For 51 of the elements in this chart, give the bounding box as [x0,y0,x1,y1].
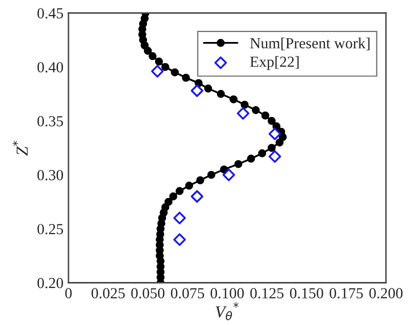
legend-label: Num[Present work] [250,38,370,50]
y-tick-label: 0.35 [37,116,64,126]
x-tick-label: 0.175 [330,288,363,298]
point [268,128,282,140]
x-tick-label: 0.075 [170,288,204,298]
x-tick-label: 0.200 [369,288,403,298]
x-axis-title: V$_{θ}$$^{*}$ [216,302,239,320]
point [151,64,164,78]
point [268,144,276,152]
point [148,52,157,60]
point [169,192,178,200]
point [216,90,225,98]
point [154,58,163,66]
y-tick-label: 0.20 [37,278,64,288]
point [161,62,170,71]
legend-label: Exp[22] [250,56,299,70]
point [230,95,238,104]
y-tick-label: 0.45 [37,8,64,19]
point [222,168,236,182]
point [261,112,270,120]
point [170,68,179,76]
point [190,190,204,203]
x-tick-label: 0.025 [92,288,125,298]
point [268,150,282,163]
point [196,176,204,184]
point [144,46,152,55]
y-tick-label: 0.25 [37,224,64,234]
point [207,170,216,179]
y-axis-title: Z$^{*}$ [12,140,28,156]
point [173,212,186,224]
point [252,106,260,114]
point [182,74,190,82]
point [234,160,242,168]
point [204,84,212,93]
x-tick-label: 0.050 [131,288,164,298]
point [268,116,276,125]
point [185,182,194,190]
point [236,107,250,120]
point [240,100,249,109]
y-tick-label: 0.40 [37,62,64,72]
point [276,138,284,146]
point [247,154,256,163]
point [176,187,184,196]
point [190,84,204,97]
x-tick-label: 0.100 [210,288,244,298]
y-tick-label: 0.30 [37,170,64,180]
point [258,149,266,158]
x-tick-label: 0.125 [250,288,284,298]
x-tick-label: 0.150 [290,288,324,298]
x-tick-label: 0 [65,288,72,298]
point [173,233,186,246]
